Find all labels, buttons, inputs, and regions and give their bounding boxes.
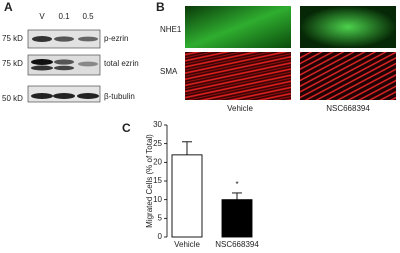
column-label: NSC668394 [326, 104, 370, 113]
bar-chart: C Migrated Cells (% of Total) 0 5 10 15 20 25… [122, 120, 259, 249]
row-label: p-ezrin [104, 34, 128, 43]
row-label: β-tubulin [104, 92, 135, 101]
lane-label: 0.1 [58, 12, 70, 21]
marker-label: 75 kD [2, 59, 23, 68]
y-axis-label: Migrated Cells (% of Total) [145, 134, 154, 228]
y-tick-label: 10 [153, 195, 162, 204]
row-label: NHE1 [160, 25, 182, 34]
y-tick-label: 25 [153, 139, 162, 148]
y-tick-label: 20 [153, 157, 162, 166]
x-tick-label: Vehicle [174, 240, 200, 249]
lane-label: V [39, 12, 45, 21]
lane-label: 0.5 [82, 12, 94, 21]
y-tick-label: 30 [153, 120, 162, 129]
panel-label: A [4, 0, 13, 14]
annotation: * [235, 180, 238, 189]
row-label: total ezrin [104, 59, 139, 68]
x-tick-label: NSC668394 [215, 240, 259, 249]
column-label: Vehicle [227, 104, 253, 113]
micrograph [185, 6, 396, 100]
blot [27, 29, 101, 103]
panel-label: C [122, 121, 131, 135]
panel-label: B [156, 0, 165, 14]
y-tick-label: 0 [158, 232, 163, 241]
bar [221, 199, 253, 238]
y-tick-label: 15 [153, 176, 162, 185]
bar [171, 154, 203, 238]
marker-label: 75 kD [2, 34, 23, 43]
y-tick-label: 5 [158, 213, 163, 222]
row-label: SMA [160, 67, 178, 76]
marker-label: 50 kD [2, 94, 23, 103]
